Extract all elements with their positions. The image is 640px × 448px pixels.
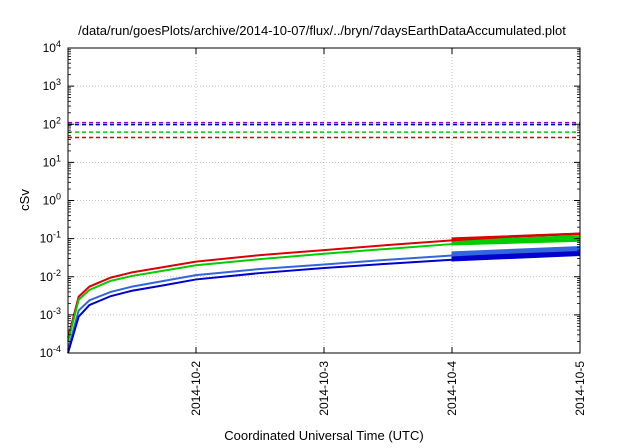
series-layer bbox=[67, 121, 581, 354]
y-tick-base: 10 bbox=[40, 308, 54, 322]
y-tick-exponent: 3 bbox=[56, 77, 61, 87]
ticks: 10-410-310-210-11001011021031042014-10-2… bbox=[40, 39, 587, 416]
y-tick-label: 10-2 bbox=[40, 268, 61, 284]
x-tick-label: 2014-10-4 bbox=[445, 361, 459, 416]
series-line bbox=[67, 247, 581, 351]
y-tick-base: 10 bbox=[43, 41, 57, 55]
series-line bbox=[67, 252, 581, 354]
y-tick-exponent: 1 bbox=[56, 153, 61, 163]
grid bbox=[68, 48, 580, 353]
y-tick-label: 102 bbox=[43, 115, 61, 131]
y-tick-exponent: -3 bbox=[53, 306, 61, 316]
y-tick-exponent: -1 bbox=[53, 230, 61, 240]
y-axis-title: cSv bbox=[17, 189, 32, 211]
y-tick-base: 10 bbox=[43, 155, 57, 169]
y-tick-label: 10-3 bbox=[40, 306, 61, 322]
y-tick-exponent: 4 bbox=[56, 39, 61, 49]
x-tick-label: 2014-10-5 bbox=[573, 361, 587, 416]
y-tick-label: 101 bbox=[43, 153, 61, 169]
y-tick-label: 100 bbox=[43, 192, 61, 208]
y-tick-exponent: 0 bbox=[56, 192, 61, 202]
y-tick-base: 10 bbox=[40, 270, 54, 284]
y-tick-label: 10-4 bbox=[40, 344, 61, 360]
y-tick-base: 10 bbox=[40, 346, 54, 360]
y-tick-base: 10 bbox=[40, 232, 54, 246]
y-tick-label: 104 bbox=[43, 39, 61, 55]
y-tick-label: 103 bbox=[43, 77, 61, 93]
x-tick-label: 2014-10-3 bbox=[317, 361, 331, 416]
series-line bbox=[67, 232, 581, 339]
x-tick-label: 2014-10-2 bbox=[189, 361, 203, 416]
y-tick-base: 10 bbox=[43, 79, 57, 93]
series-line bbox=[67, 236, 581, 342]
x-axis-title: Coordinated Universal Time (UTC) bbox=[224, 428, 423, 443]
y-tick-exponent: -4 bbox=[53, 344, 61, 354]
y-tick-label: 10-1 bbox=[40, 230, 61, 246]
y-tick-exponent: 2 bbox=[56, 115, 61, 125]
y-tick-base: 10 bbox=[43, 117, 57, 131]
chart-title: /data/run/goesPlots/archive/2014-10-07/f… bbox=[78, 23, 566, 38]
y-tick-base: 10 bbox=[43, 194, 57, 208]
y-tick-exponent: -2 bbox=[53, 268, 61, 278]
